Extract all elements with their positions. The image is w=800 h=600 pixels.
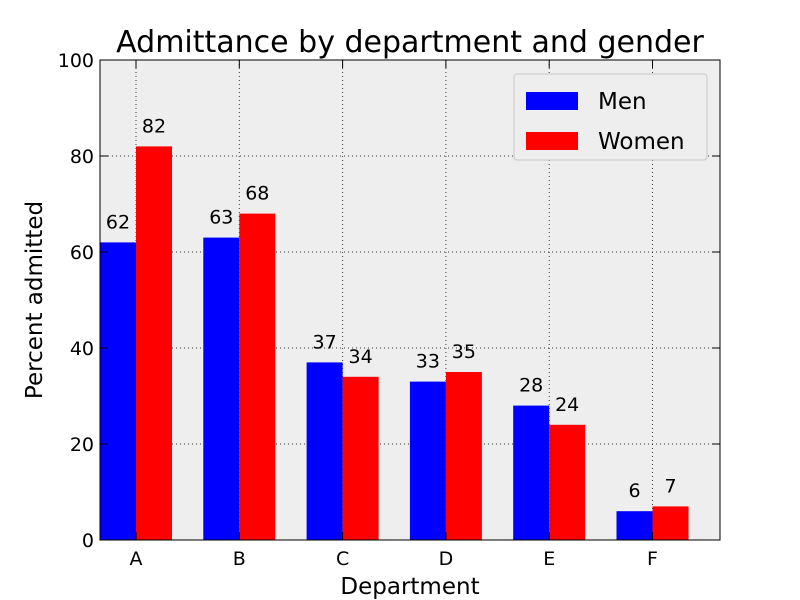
y-tick-label: 100: [58, 50, 94, 72]
bar-value-label: 82: [142, 115, 166, 137]
legend-swatch-men: [526, 92, 578, 110]
y-axis-label: Percent admitted: [22, 201, 48, 399]
bar-value-label: 35: [452, 341, 476, 363]
bar-men-e: [513, 405, 550, 540]
bar-men-d: [409, 381, 446, 540]
y-tick-label: 40: [70, 338, 94, 360]
x-tick-label: A: [130, 548, 143, 570]
bar-men-a: [100, 242, 136, 540]
bar-value-label: 33: [416, 351, 440, 373]
bar-value-label: 24: [555, 394, 579, 416]
legend-label-men: Men: [598, 89, 647, 115]
bar-value-label: 68: [245, 183, 269, 205]
chart-title: Admittance by department and gender: [116, 25, 704, 60]
legend-label-women: Women: [598, 129, 685, 155]
bar-value-label: 34: [349, 346, 373, 368]
bar-women-f: [652, 506, 689, 540]
x-axis-label: Department: [340, 574, 479, 600]
bar-value-label: 62: [106, 211, 130, 233]
y-tick-label: 60: [70, 242, 94, 264]
bar-men-f: [616, 511, 653, 540]
x-tick-label: B: [233, 548, 246, 570]
legend-swatch-women: [526, 132, 578, 150]
legend: Men Women: [513, 73, 708, 161]
x-tick-label: D: [439, 548, 454, 570]
bar-women-d: [445, 372, 482, 540]
plot-frame: [99, 59, 721, 541]
y-tick-label: 80: [70, 146, 94, 168]
ticks: 0 20 40 60 80 100 A B C D E F: [58, 50, 720, 570]
bar-women-c: [342, 376, 379, 540]
x-tick-label: E: [543, 548, 555, 570]
y-tick-label: 20: [70, 434, 94, 456]
bar-value-label: 37: [313, 331, 337, 353]
bar-women-b: [239, 213, 276, 540]
bar-women-a: [136, 146, 172, 540]
bar-value-label: 7: [664, 475, 676, 497]
y-tick-label: 0: [82, 530, 94, 552]
bar-value-label: 6: [628, 480, 640, 502]
bar-value-label: 63: [209, 207, 233, 229]
bars: [100, 146, 689, 540]
bar-men-b: [203, 237, 240, 540]
x-tick-label: F: [647, 548, 658, 570]
bar-men-c: [306, 362, 343, 540]
x-tick-label: C: [336, 548, 349, 570]
bar-women-e: [549, 424, 586, 540]
bar-labels: 62 82 63 68 37 34 33 35 28 24 6 7: [106, 115, 677, 502]
bar-value-label: 28: [519, 375, 543, 397]
